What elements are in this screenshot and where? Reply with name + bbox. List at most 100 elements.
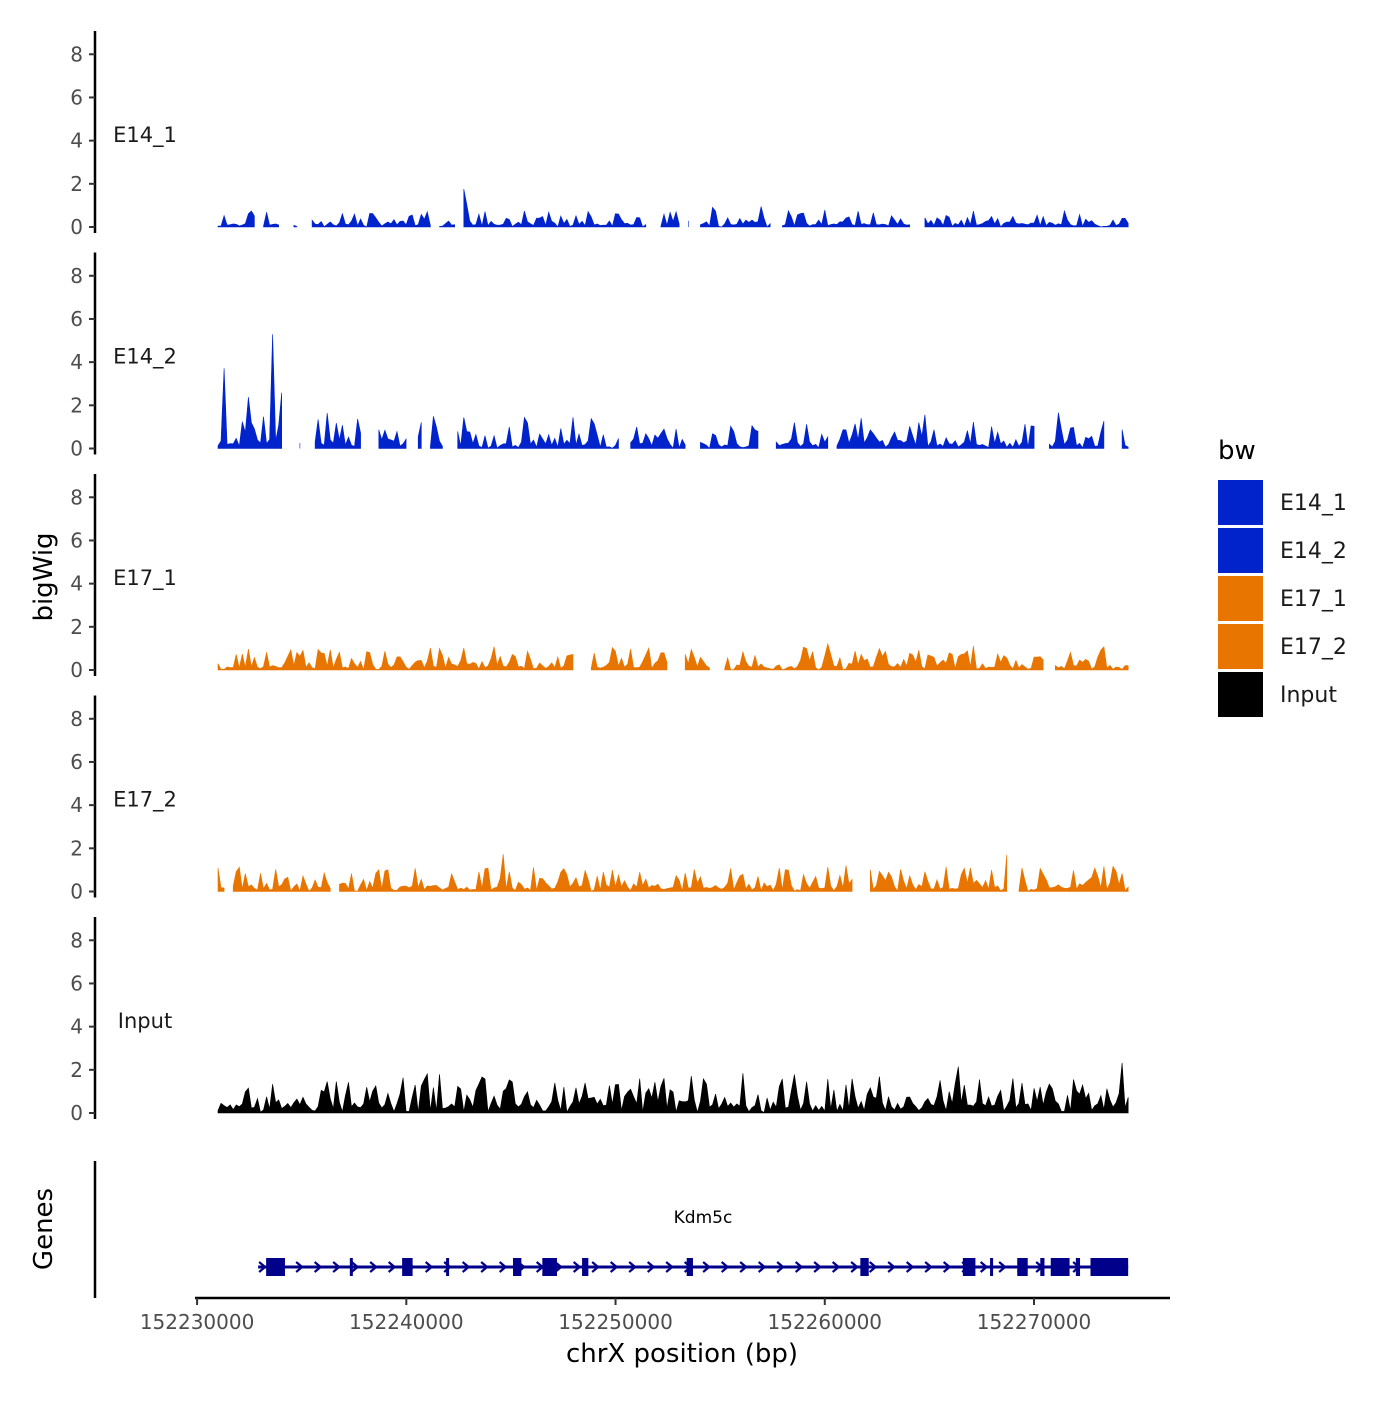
track-E14_1: 0 2 4 6 8 E14_1: [70, 31, 1129, 239]
track-area-E14_1: [217, 188, 1129, 228]
y-tick-label: 0: [70, 880, 83, 904]
strand-arrow: [924, 1261, 933, 1273]
exon: [266, 1258, 285, 1276]
y-tick-label: 0: [70, 215, 83, 239]
x-tick-label: 152260000: [768, 1310, 883, 1334]
strand-arrow: [572, 1261, 582, 1273]
y-tick-label: 0: [70, 658, 83, 682]
y-tick-label: 2: [70, 615, 83, 639]
gene-track: Kdm5c: [93, 1161, 1129, 1298]
legend-label-E14_2: E14_2: [1280, 539, 1347, 564]
strand-arrow: [258, 1261, 267, 1273]
strand-arrow: [979, 1261, 989, 1273]
exon: [686, 1258, 693, 1276]
strand-arrow: [332, 1261, 341, 1273]
y-tick-label: 2: [70, 1058, 83, 1082]
y-tick-label: 4: [70, 572, 83, 596]
strand-arrow: [369, 1261, 378, 1273]
track-area-E17_1: [217, 642, 1129, 671]
legend-label-E14_1: E14_1: [1280, 491, 1347, 516]
x-tick-label: 152250000: [558, 1310, 673, 1334]
track-area-E14_2: [217, 334, 1129, 449]
y-tick-label: 4: [70, 793, 83, 817]
strand-arrow: [295, 1261, 304, 1273]
strand-arrow: [905, 1261, 915, 1273]
strand-arrow: [757, 1261, 767, 1273]
exon: [1050, 1258, 1070, 1276]
legend-title: bw: [1218, 436, 1256, 466]
strand-arrow: [646, 1261, 656, 1273]
strand-arrow: [424, 1261, 434, 1273]
y-tick-label: 8: [70, 707, 83, 731]
strand-arrow: [702, 1261, 711, 1273]
strand-arrow: [942, 1261, 952, 1273]
y-tick-label: 8: [70, 42, 83, 66]
strand-arrow: [387, 1261, 397, 1273]
strand-arrow: [887, 1261, 896, 1273]
y-tick-label: 4: [70, 350, 83, 374]
strand-arrow: [350, 1261, 360, 1273]
track-label: Input: [118, 1009, 172, 1033]
exon: [990, 1258, 994, 1276]
exon: [446, 1258, 450, 1276]
exon: [962, 1258, 976, 1276]
y-axis-title: bigWig: [29, 532, 59, 621]
x-tick-label: 152240000: [349, 1310, 464, 1334]
legend-swatch-Input: [1218, 672, 1263, 717]
track-label: E17_1: [113, 566, 177, 591]
strand-arrow: [591, 1261, 600, 1273]
strand-arrow: [831, 1261, 841, 1273]
strand-arrow: [665, 1261, 674, 1273]
x-axis-title: chrX position (bp): [566, 1339, 798, 1369]
exon: [1017, 1258, 1028, 1276]
legend-label-E17_1: E17_1: [1280, 587, 1347, 612]
y-tick-label: 8: [70, 928, 83, 952]
strand-arrow: [739, 1261, 748, 1273]
gene-label: Kdm5c: [674, 1208, 733, 1228]
y-tick-label: 0: [70, 437, 83, 461]
track-Input: 0 2 4 6 8 Input: [70, 917, 1129, 1125]
strand-arrow: [480, 1261, 489, 1273]
track-area-Input: [217, 1062, 1129, 1114]
legend-label-E17_2: E17_2: [1280, 635, 1347, 660]
exon: [542, 1258, 557, 1276]
strand-arrow: [998, 1261, 1007, 1273]
track-label: E17_2: [113, 788, 177, 813]
track-area-E17_2: [217, 854, 1129, 892]
track-E17_2: 0 2 4 6 8 E17_2: [70, 695, 1129, 904]
exon: [349, 1258, 353, 1276]
legend-swatch-E17_1: [1218, 576, 1263, 621]
x-axis: 152230000 152240000 152250000 152260000 1522…: [140, 1296, 1170, 1334]
strand-arrow: [720, 1261, 730, 1273]
y-tick-label: 8: [70, 485, 83, 509]
y-tick-label: 6: [70, 750, 83, 774]
strand-arrow: [628, 1261, 637, 1273]
y-tick-label: 8: [70, 264, 83, 288]
legend-swatch-E14_1: [1218, 480, 1263, 525]
x-tick-label: 152230000: [140, 1310, 255, 1334]
tracks: 0 2 4 6 8 E14_1 0 2 4 6 8 E14_2 0 2 4 6 8 E17_1 0 2 4 6 8 E17_2…: [70, 31, 1129, 1125]
y-tick-label: 6: [70, 528, 83, 552]
y-tick-label: 6: [70, 307, 83, 331]
legend-swatch-E14_2: [1218, 528, 1263, 573]
y-tick-label: 4: [70, 1015, 83, 1039]
strand-arrow: [794, 1261, 804, 1273]
exon: [1075, 1258, 1081, 1276]
y-tick-label: 4: [70, 129, 83, 153]
y-tick-label: 2: [70, 172, 83, 196]
exon: [582, 1258, 589, 1276]
y-tick-label: 6: [70, 85, 83, 109]
strand-arrow: [850, 1261, 859, 1273]
exon: [402, 1258, 413, 1276]
x-tick-label: 152270000: [977, 1310, 1092, 1334]
strand-arrow: [868, 1261, 878, 1273]
exon: [513, 1258, 522, 1276]
strand-arrow: [776, 1261, 785, 1273]
gene-Kdm5c: Kdm5c: [258, 1208, 1129, 1276]
y-tick-label: 2: [70, 836, 83, 860]
track-label: E14_2: [113, 345, 177, 370]
track-label: E14_1: [113, 123, 177, 148]
strand-arrow: [461, 1261, 471, 1273]
y-tick-label: 0: [70, 1101, 83, 1125]
